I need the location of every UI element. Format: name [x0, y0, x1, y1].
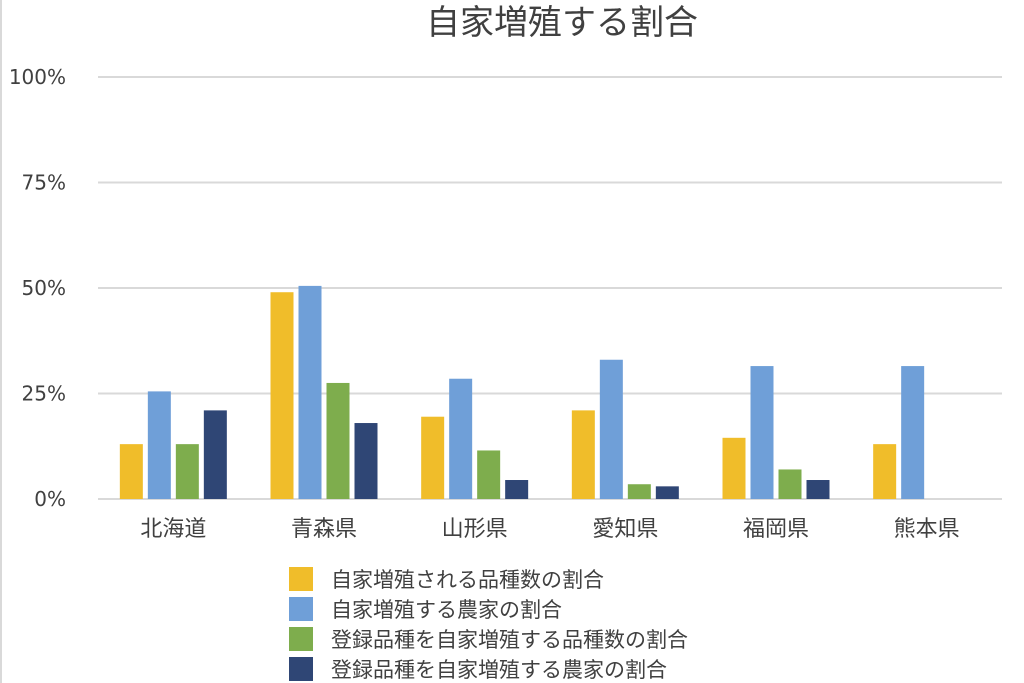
bar: [750, 366, 774, 499]
bar: [270, 292, 294, 499]
chart-title: 自家増殖する割合: [426, 3, 698, 43]
bar: [655, 486, 679, 499]
bar: [421, 416, 445, 499]
legend: 自家増殖される品種数の割合自家増殖する農家の割合登録品種を自家増殖する品種数の割…: [289, 567, 688, 682]
bar: [901, 366, 925, 499]
bar: [298, 285, 322, 499]
legend-swatch: [289, 657, 313, 681]
legend-label: 自家増殖する農家の割合: [331, 598, 562, 622]
gridlines: [98, 76, 1002, 500]
bar: [599, 359, 623, 499]
x-tick-label: 愛知県: [592, 517, 658, 542]
bar: [571, 410, 595, 499]
bars: [119, 285, 925, 499]
x-tick-label: 熊本県: [894, 517, 960, 542]
y-tick-label: 100%: [9, 65, 66, 89]
legend-label: 登録品種を自家増殖する品種数の割合: [331, 628, 688, 652]
x-tick-label: 山形県: [442, 517, 508, 542]
y-axis-ticks: 0% 25% 50% 75% 100%: [9, 65, 66, 511]
x-axis-ticks: 北海道 青森県 山形県 愛知県 福岡県 熊本県: [140, 517, 959, 542]
y-tick-label: 25%: [22, 382, 66, 406]
bar: [449, 378, 473, 499]
bar: [806, 480, 830, 499]
bar: [354, 423, 378, 499]
y-tick-label: 75%: [22, 171, 66, 195]
legend-swatch: [289, 567, 313, 591]
bar: [722, 437, 746, 499]
legend-swatch: [289, 627, 313, 651]
x-tick-label: 青森県: [291, 517, 357, 542]
bar: [873, 444, 897, 499]
y-tick-label: 50%: [22, 276, 66, 300]
y-tick-label: 0%: [34, 487, 66, 511]
bar: [627, 484, 651, 499]
bar: [477, 450, 501, 499]
bar: [119, 444, 143, 499]
bar: [778, 469, 802, 499]
bar: [175, 444, 199, 499]
bar: [203, 410, 227, 499]
legend-label: 自家増殖される品種数の割合: [331, 568, 604, 592]
bar: [505, 480, 529, 499]
x-tick-label: 福岡県: [743, 517, 809, 542]
bar: [147, 391, 171, 499]
bar: [326, 382, 350, 499]
legend-label: 登録品種を自家増殖する農家の割合: [331, 658, 667, 682]
x-tick-label: 北海道: [140, 517, 206, 542]
legend-swatch: [289, 597, 313, 621]
